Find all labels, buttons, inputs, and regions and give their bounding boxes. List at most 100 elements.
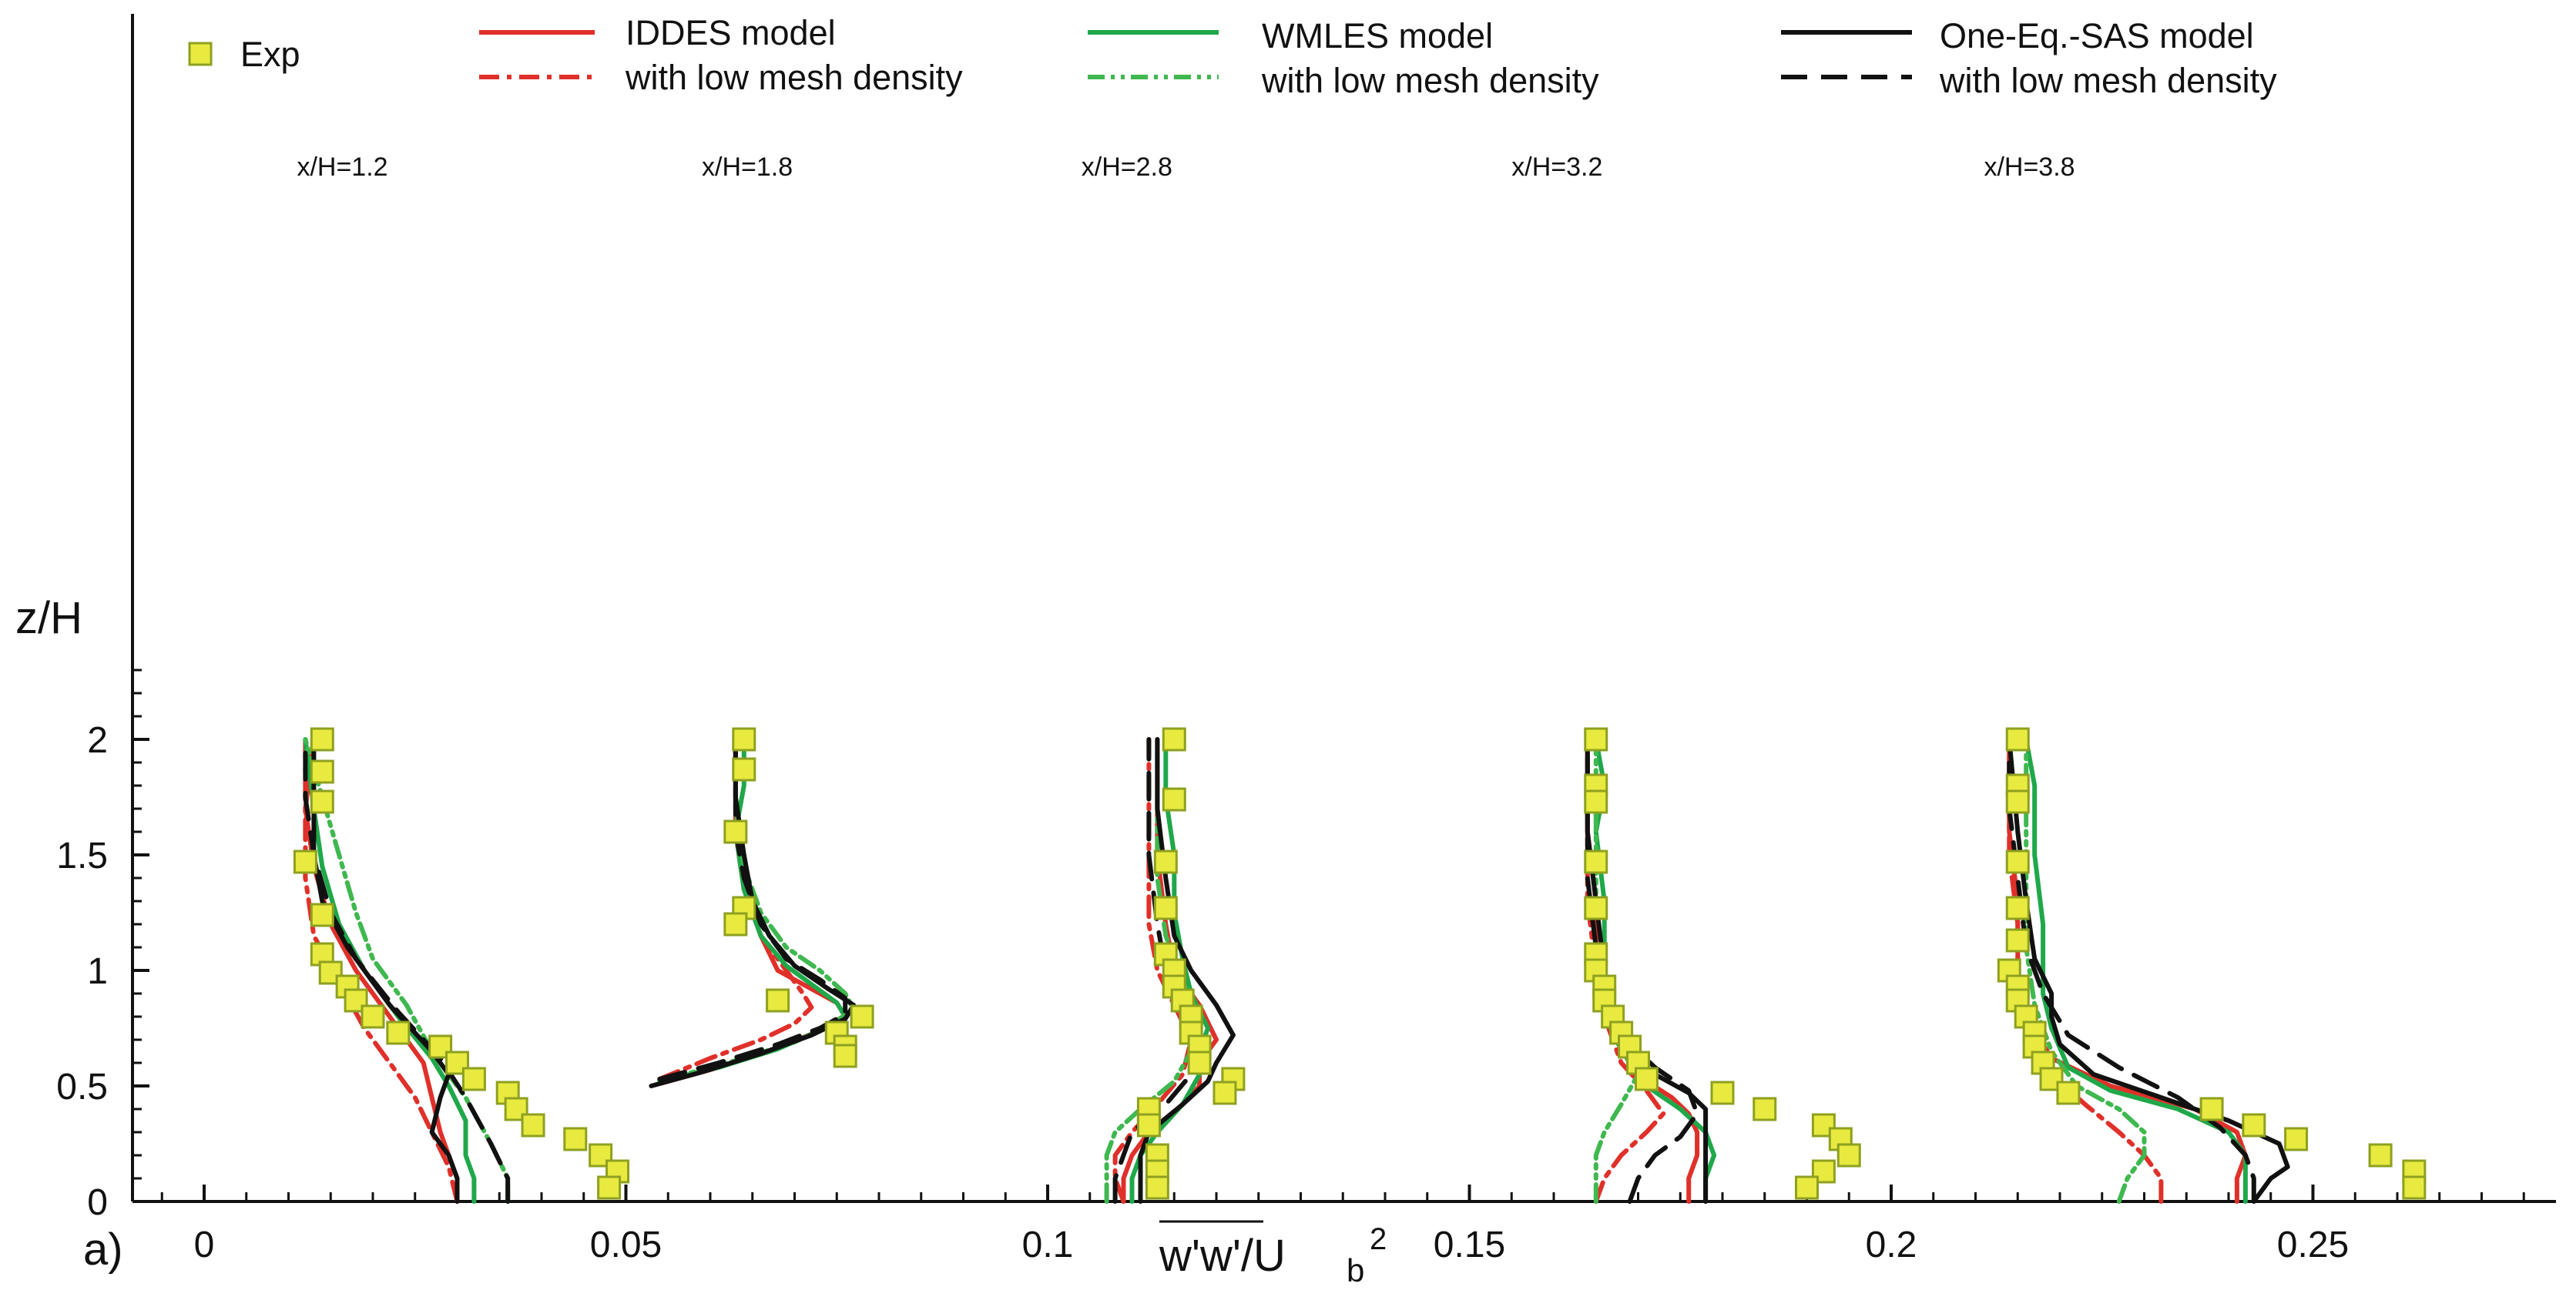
x-axis-title: w'w'/U b 2 bbox=[1159, 1220, 1387, 1289]
station-label: x/H=3.2 bbox=[1511, 152, 1602, 182]
station-label: x/H=1.8 bbox=[702, 152, 793, 182]
exp-marker bbox=[2199, 1097, 2224, 1121]
legend-entry-wmles-low: with low mesh density bbox=[1088, 61, 1599, 100]
legend-label-wmles: WMLES model bbox=[1262, 16, 1493, 55]
axes bbox=[131, 14, 2556, 1203]
exp-marker bbox=[1187, 1051, 1212, 1075]
y-tick-label: 1.5 bbox=[56, 836, 108, 876]
x-tick-label: 0.05 bbox=[590, 1225, 662, 1265]
exp-marker bbox=[723, 912, 748, 937]
exp-marker bbox=[428, 1034, 453, 1059]
y-tick-label: 0 bbox=[87, 1182, 108, 1223]
exp-marker bbox=[1145, 1175, 1169, 1200]
x-tick-label: 0.2 bbox=[1866, 1225, 1917, 1265]
legend-label-exp: Exp bbox=[240, 35, 300, 74]
exp-marker bbox=[2039, 1067, 2064, 1091]
exp-marker bbox=[723, 819, 748, 844]
legend-label-wmles-low: with low mesh density bbox=[1261, 61, 1599, 100]
exp-marker bbox=[732, 727, 756, 752]
exp-marker bbox=[2056, 1081, 2081, 1105]
exp-marker bbox=[521, 1113, 545, 1138]
x-tick-label: 0.1 bbox=[1022, 1225, 1074, 1265]
exp-marker bbox=[361, 1004, 385, 1029]
exp-marker bbox=[1795, 1175, 1819, 1200]
exp-marker bbox=[2284, 1127, 2309, 1151]
station-label: x/H=3.8 bbox=[1984, 152, 2075, 182]
x-tick-label: 0.15 bbox=[1434, 1225, 1505, 1265]
station-label: x/H=2.8 bbox=[1082, 152, 1172, 182]
legend-marker-exp bbox=[188, 42, 213, 66]
legend-entry-sas: One-Eq.-SAS model bbox=[1781, 16, 2254, 55]
legend-entry-wmles: WMLES model bbox=[1088, 16, 1493, 55]
exp-marker bbox=[2005, 896, 2030, 920]
series-line bbox=[2024, 737, 2248, 1204]
exp-marker bbox=[1213, 1081, 1237, 1105]
exp-marker bbox=[732, 757, 756, 782]
legend-entry-iddes-low: with low mesh density bbox=[479, 58, 963, 97]
series-layer bbox=[303, 737, 2290, 1204]
x-axis-title-sub: b bbox=[1347, 1252, 1364, 1289]
legend-entry-iddes: IDDES model bbox=[479, 13, 836, 52]
series-line bbox=[1138, 737, 1236, 1204]
exp-marker bbox=[1584, 850, 1608, 874]
exp-marker bbox=[2005, 789, 2030, 814]
y-tick-label: 2 bbox=[87, 720, 108, 761]
legend-label-iddes-low: with low mesh density bbox=[625, 58, 963, 97]
exp-marker bbox=[2005, 850, 2030, 874]
series-line bbox=[649, 737, 857, 1088]
exp-marker bbox=[833, 1044, 857, 1068]
exp-marker bbox=[1153, 896, 1178, 920]
exp-marker bbox=[1584, 789, 1608, 814]
exp-marker bbox=[1162, 787, 1186, 812]
y-tick-label: 1 bbox=[87, 951, 108, 992]
series-line bbox=[2007, 737, 2164, 1204]
series-line bbox=[2007, 737, 2256, 1204]
x-axis-title-main: w'w'/U bbox=[1159, 1231, 1286, 1281]
legend: Exp IDDES model with low mesh density WM… bbox=[188, 13, 2277, 100]
exp-marker bbox=[2005, 727, 2030, 752]
exp-marker bbox=[597, 1175, 622, 1200]
exp-marker bbox=[310, 789, 334, 814]
exp-marker bbox=[1136, 1113, 1161, 1138]
ticks bbox=[132, 669, 2525, 1203]
exp-marker bbox=[386, 1020, 411, 1045]
legend-label-sas-low: with low mesh density bbox=[1939, 61, 2277, 100]
series-line bbox=[1112, 737, 1202, 1204]
exp-marker bbox=[2368, 1143, 2393, 1168]
y-tick-label: 0.5 bbox=[56, 1067, 108, 1108]
exp-marker bbox=[293, 850, 317, 874]
exp-marker bbox=[563, 1127, 588, 1151]
exp-marker bbox=[2402, 1175, 2427, 1200]
station-label: x/H=1.2 bbox=[297, 152, 387, 182]
legend-label-iddes: IDDES model bbox=[626, 13, 836, 52]
exp-marker bbox=[2242, 1113, 2266, 1138]
panel-label: a) bbox=[83, 1225, 123, 1275]
y-axis-title: z/H bbox=[15, 593, 82, 643]
exp-marker bbox=[310, 759, 334, 784]
exp-marker bbox=[850, 1004, 874, 1029]
experimental-markers bbox=[293, 727, 2427, 1200]
legend-entry-sas-low: with low mesh density bbox=[1781, 61, 2277, 100]
exp-marker bbox=[2005, 928, 2030, 953]
series-line bbox=[303, 737, 511, 1204]
exp-marker bbox=[1162, 727, 1186, 752]
exp-marker bbox=[1584, 896, 1608, 920]
series-line bbox=[1585, 737, 1666, 1204]
series-line bbox=[303, 737, 477, 1204]
x-tick-label: 0.25 bbox=[2277, 1225, 2349, 1265]
exp-marker bbox=[1634, 1067, 1659, 1091]
x-tick-label: 0 bbox=[194, 1225, 215, 1265]
legend-entry-exp: Exp bbox=[188, 35, 300, 74]
labels: 0 0.5 1 1.5 2 0 0.05 0.1 0.15 0.2 0.25 x/H=1.2 x/H=1… bbox=[56, 152, 2349, 1265]
exp-marker bbox=[1836, 1143, 1861, 1168]
exp-marker bbox=[310, 727, 334, 752]
exp-marker bbox=[1153, 850, 1178, 874]
x-axis-title-sup: 2 bbox=[1370, 1222, 1387, 1256]
exp-marker bbox=[1584, 727, 1608, 752]
exp-marker bbox=[310, 903, 334, 927]
exp-marker bbox=[1753, 1097, 1777, 1121]
legend-label-sas: One-Eq.-SAS model bbox=[1940, 16, 2254, 55]
exp-marker bbox=[766, 988, 790, 1013]
exp-marker bbox=[461, 1067, 486, 1091]
